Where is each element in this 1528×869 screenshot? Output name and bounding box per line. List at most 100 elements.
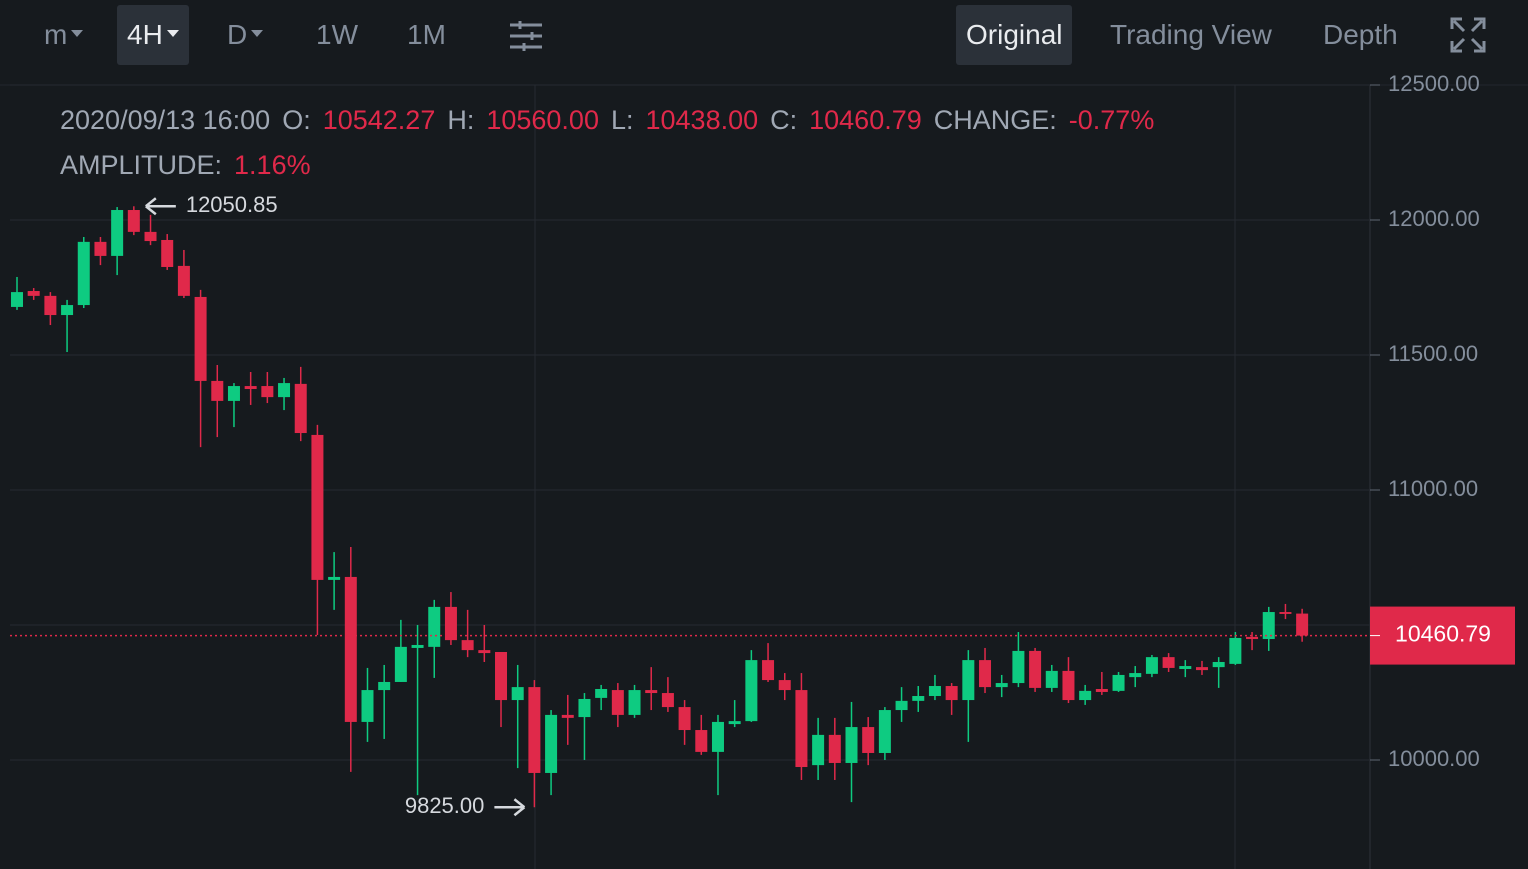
candle-body [962,660,975,701]
field-label: AMPLITUDE: [60,150,223,180]
toolbar: m 4H D 1W 1M Original Trading View Depth [0,0,1528,70]
candle-body [661,693,674,708]
interval-button[interactable]: m [34,5,93,65]
low-arrow [494,798,526,817]
interval-button[interactable]: 1M [397,5,456,65]
y-tick-label: 10000.00 [1388,746,1480,771]
candle-body [762,660,775,681]
candle-body [1095,688,1108,692]
fullscreen-icon[interactable] [1450,17,1486,53]
candle-body [511,687,524,701]
candle-body [628,690,641,715]
candle-body [294,383,307,434]
interval-label: m [44,19,68,50]
candle-body [1129,673,1142,678]
candle-body [645,690,658,694]
candle-body [1195,667,1208,671]
candle-body [378,681,391,691]
candle-body [945,686,958,701]
candle-body [161,239,174,267]
interval-button[interactable]: 1W [306,5,368,65]
field-value: 10542.27 [322,105,436,135]
y-tick-label: 11000.00 [1388,476,1478,501]
candle-body [1246,636,1259,640]
candle-body [77,241,90,306]
candle-body [778,680,791,691]
candle-body [278,383,291,398]
y-tick-label: 11500.00 [1388,341,1478,366]
candle-body [478,650,491,654]
candle-body [211,380,224,401]
field-value: 10460.79 [809,105,922,135]
y-tick-label: 12500.00 [1388,71,1480,96]
candle-body [895,700,908,711]
candle-body [444,606,457,641]
candle-body [94,241,107,256]
settings-icon[interactable] [508,20,544,52]
candle-body [127,210,140,232]
ohlc-info: 2020/09/13 16:00 O: 10542.27 H: 10560.00 L: 10… [60,98,1166,188]
view-tab[interactable]: Trading View [1110,19,1272,50]
candle-body [678,707,691,731]
candle-body [1145,657,1158,674]
interval-label: D [227,19,248,50]
candle-body [428,606,441,647]
candle-body [1079,690,1092,701]
candle-body [928,686,941,697]
field-label: O: [282,105,311,135]
candle-body [194,296,207,381]
candle-body [878,710,891,753]
candle-body [711,721,724,752]
interval-label: 4H [127,19,163,50]
candle-body [11,292,23,307]
candle-body [528,687,541,773]
candle-body [144,231,157,242]
last-price-tag [1370,606,1515,665]
candle-body [979,660,992,688]
low-label: 9825.00 [405,793,485,818]
candle-body [1162,657,1175,668]
last-price-label: 10460.79 [1395,621,1491,647]
candle-body [812,734,825,766]
candle-body [1229,637,1242,664]
candle-body [1179,666,1192,670]
candle-body [61,305,74,316]
candle-body [695,730,708,752]
candle-body [344,576,357,722]
candle-body [44,295,57,316]
high-arrow [145,197,176,216]
candle-body [27,291,40,296]
candle-body [912,696,925,701]
candle-body [361,690,374,722]
candle-body [578,698,591,718]
candle-body [745,660,758,722]
field-value: 10560.00 [486,105,599,135]
candle-body [1279,612,1292,614]
candle-body [461,640,474,651]
candle-body [995,683,1008,688]
view-tab[interactable]: Original [956,5,1073,65]
interval-button[interactable]: D [217,5,273,65]
candle-body [595,688,608,698]
view-tab[interactable]: Depth [1323,19,1398,50]
candle-body [394,646,407,682]
field-label: C: [770,105,798,135]
candle-body [795,690,808,768]
dropdown-caret [166,30,179,38]
candle-body [561,714,574,718]
candle-body [1112,674,1125,691]
field-label: L: [610,105,634,135]
candle-body [411,644,424,648]
field-value: 1.16% [234,150,311,180]
info-row: 2020/09/13 16:00 O: 10542.27 H: 10560.00 L: 10… [60,98,1166,143]
interval-button[interactable]: 4H [117,5,189,65]
candle-body [1262,612,1275,640]
field-value: 10438.00 [645,105,759,135]
candle-body [311,434,324,580]
candle-body [845,727,858,763]
candle-body [545,714,558,773]
candle-body [177,265,190,296]
candle-body [728,721,741,725]
interval-label: 1M [407,19,446,50]
